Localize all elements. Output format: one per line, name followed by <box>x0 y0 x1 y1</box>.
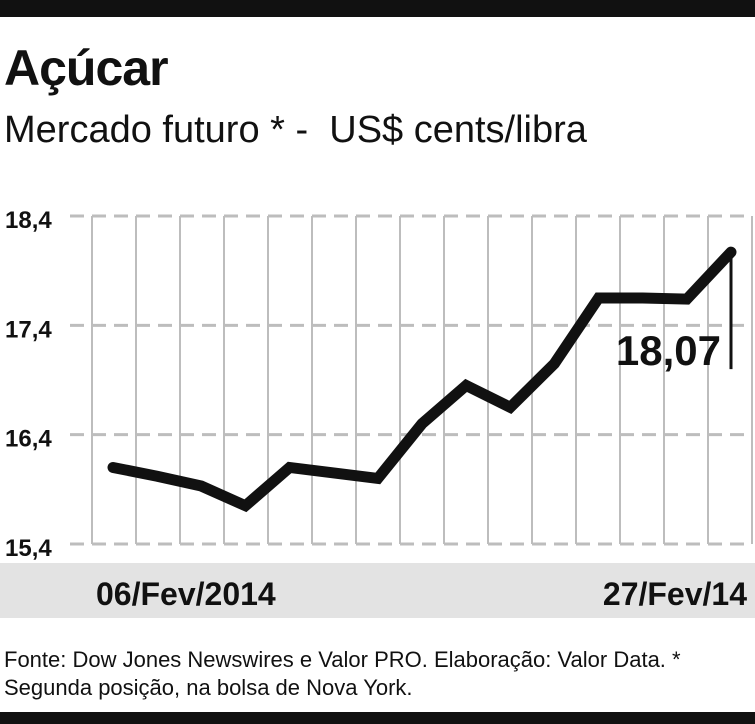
y-tick-label: 17,4 <box>5 316 52 343</box>
x-end-date-label: 27/Fev/14 <box>602 576 747 612</box>
bottom-rule <box>0 712 755 724</box>
source-note: Fonte: Dow Jones Newswires e Valor PRO. … <box>4 647 681 700</box>
chart-subtitle: Mercado futuro * - US$ cents/libra <box>4 109 587 151</box>
x-axis-date-band <box>0 563 755 618</box>
y-tick-label: 16,4 <box>5 426 52 453</box>
chart-title: Açúcar <box>4 40 169 96</box>
line-chart: 15,4 16,4 17,4 18,4 18,07 <box>5 207 753 562</box>
last-value-label: 18,07 <box>616 327 721 374</box>
series-line <box>107 246 737 513</box>
y-tick-label: 15,4 <box>5 535 52 562</box>
x-start-date-label: 06/Fev/2014 <box>96 576 276 612</box>
top-rule <box>0 0 755 17</box>
y-tick-label: 18,4 <box>5 207 52 234</box>
